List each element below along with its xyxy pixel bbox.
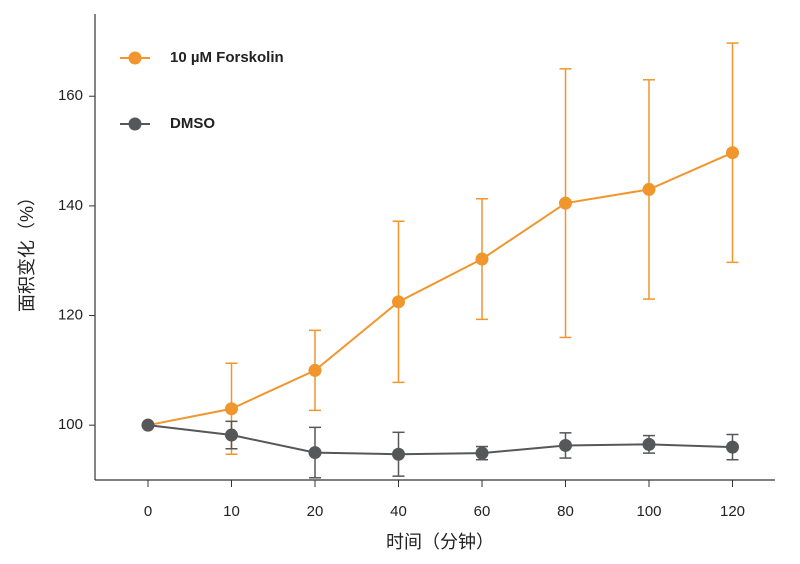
x-tick-label: 40 <box>390 503 407 520</box>
x-tick-label: 10 <box>223 503 240 520</box>
x-tick-label: 60 <box>474 503 491 520</box>
y-tick-label: 140 <box>58 197 83 214</box>
legend-label: DMSO <box>170 115 215 132</box>
y-tick-label: 160 <box>58 87 83 104</box>
point <box>392 295 405 309</box>
y-axis-title: 面积变化（%） <box>17 188 37 312</box>
point <box>726 440 739 454</box>
point <box>642 182 656 196</box>
point <box>642 437 656 451</box>
x-tick-label: 80 <box>557 503 574 520</box>
legend-marker <box>128 117 142 131</box>
legend-label: 10 µM Forskolin <box>170 49 284 66</box>
point <box>225 402 238 416</box>
x-tick-label: 0 <box>144 503 152 520</box>
point <box>308 446 322 460</box>
point <box>392 447 405 461</box>
x-tick-label: 20 <box>307 503 324 520</box>
point <box>475 252 489 266</box>
x-axis-title: 时间（分钟） <box>386 532 494 552</box>
point <box>308 363 322 377</box>
x-tick-label: 100 <box>636 503 661 520</box>
point <box>225 428 238 442</box>
series-line <box>147 151 733 427</box>
point <box>559 196 572 210</box>
point <box>559 438 572 452</box>
legend-marker <box>128 51 142 65</box>
point <box>726 146 739 160</box>
x-tick-label: 120 <box>720 503 745 520</box>
series-line <box>147 424 733 456</box>
y-tick-label: 120 <box>58 306 83 323</box>
point <box>141 418 155 432</box>
y-tick-label: 100 <box>58 416 83 433</box>
point <box>475 446 489 460</box>
